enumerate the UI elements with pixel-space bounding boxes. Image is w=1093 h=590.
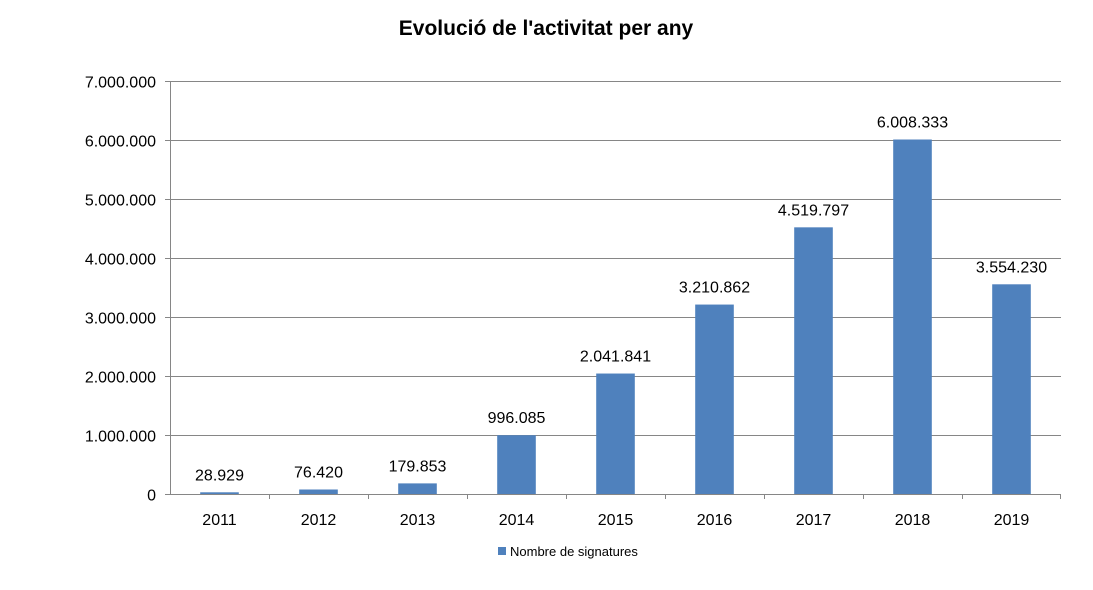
x-tick-label: 2016 [697,512,733,529]
x-tick-label: 2015 [598,512,634,529]
data-label: 996.085 [488,410,546,427]
legend-label: Nombre de signatures [510,544,638,559]
y-tick-label: 0 [147,488,156,505]
data-label: 76.420 [294,464,343,481]
y-tick-label: 1.000.000 [85,429,156,446]
bar [497,435,536,494]
bars [200,139,1031,494]
x-tick-label: 2017 [796,512,832,529]
data-label: 6.008.333 [877,115,948,132]
bar [200,492,239,494]
bar [794,227,833,494]
data-label: 179.853 [389,458,447,475]
chart-title: Evolució de l'activitat per any [399,17,694,40]
x-tick-label: 2011 [202,512,237,529]
x-tick-label: 2019 [994,512,1030,529]
data-label: 3.210.862 [679,280,750,297]
bar [992,284,1031,494]
y-tick-label: 5.000.000 [85,193,156,210]
x-tick-label: 2014 [499,512,535,529]
y-tick-label: 7.000.000 [85,75,156,92]
data-labels: 28.929 76.420 179.853 996.085 2.041.841 3.210… [195,115,1047,485]
y-tick-label: 6.000.000 [85,134,156,151]
bar [299,489,338,494]
y-tick-label: 3.000.000 [85,311,156,328]
bar [596,373,635,494]
data-label: 4.519.797 [778,202,849,219]
data-label: 3.554.230 [976,259,1047,276]
bar [695,304,734,494]
x-axis-ticks: 2011 2012 2013 2014 2015 2016 2017 2018 2019 [202,494,1061,529]
y-axis-ticks: 0 1.000.000 2.000.000 3.000.000 4.000.000 5.0… [85,75,156,505]
bar [398,483,437,494]
legend-swatch [498,547,506,555]
bar [893,139,932,494]
y-tick-label: 2.000.000 [85,370,156,387]
y-tick-label: 4.000.000 [85,252,156,269]
x-tick-label: 2012 [301,512,337,529]
data-label: 28.929 [195,467,244,484]
x-tick-label: 2018 [895,512,931,529]
x-tick-label: 2013 [400,512,436,529]
data-label: 2.041.841 [580,349,651,366]
legend: Nombre de signatures [498,544,638,559]
